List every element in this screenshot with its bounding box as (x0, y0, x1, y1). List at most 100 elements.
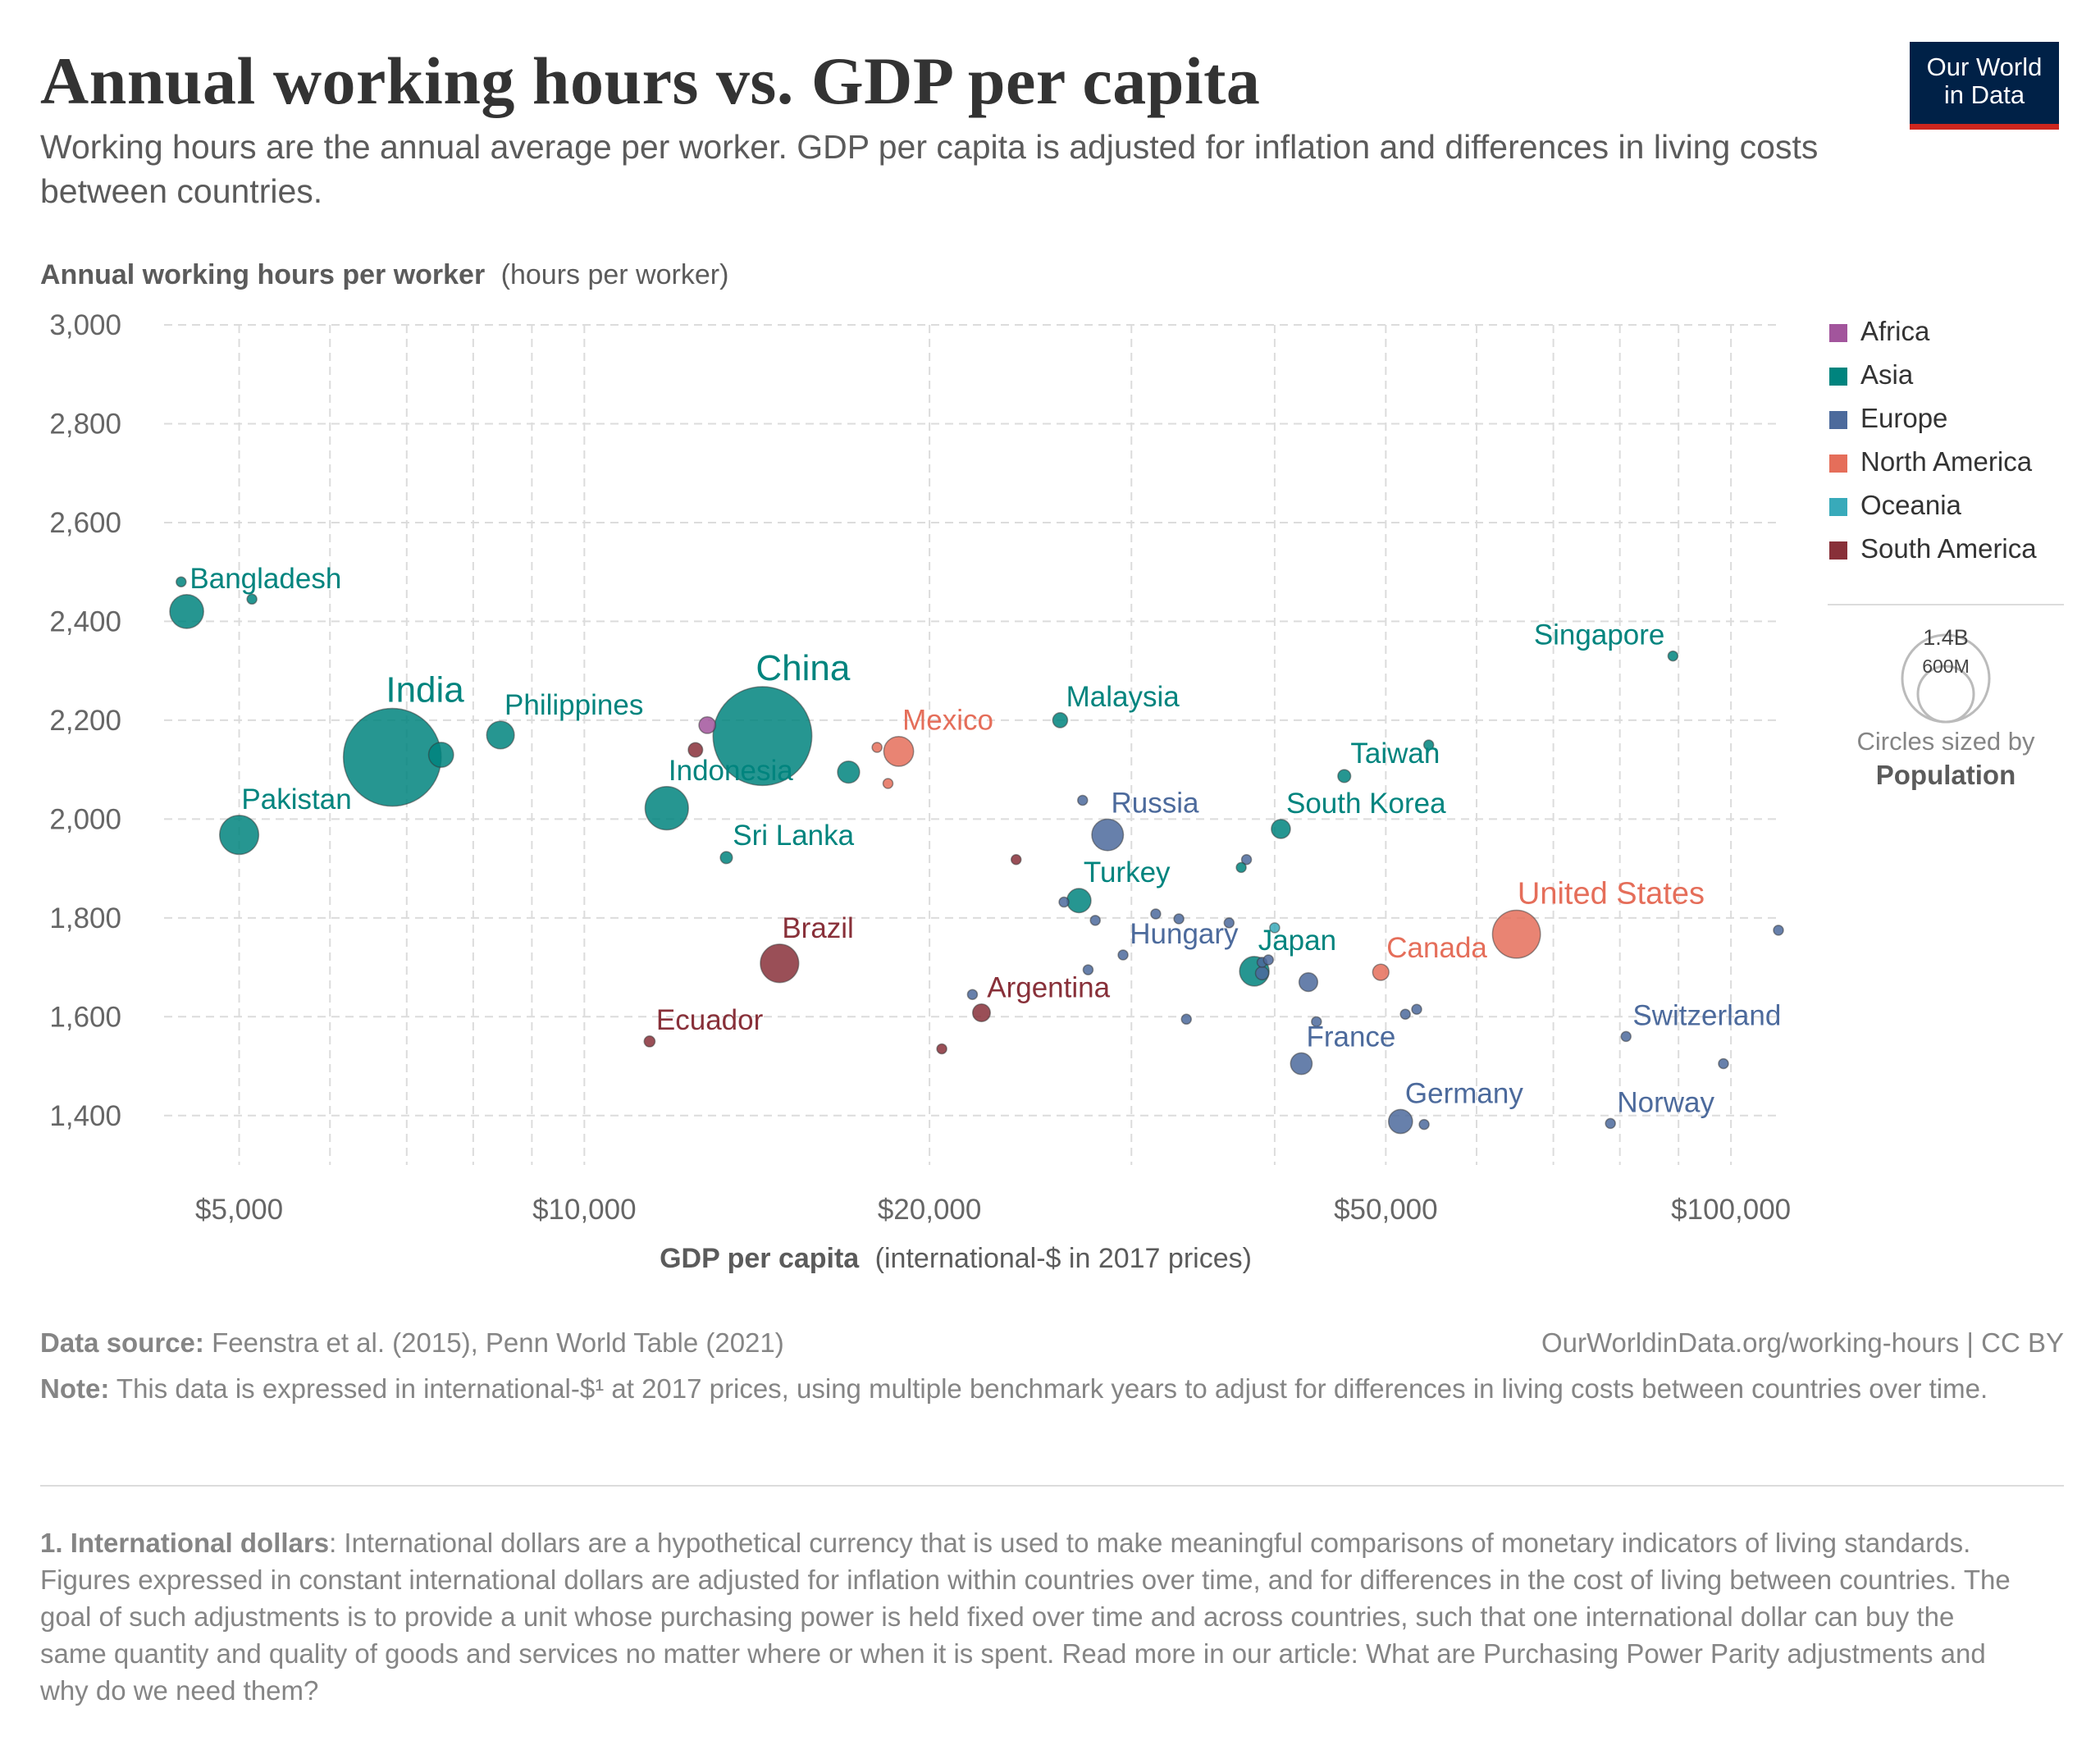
size-legend-caption: Circles sized by (1856, 727, 2035, 756)
data-point (1235, 861, 1247, 874)
point-label: Norway (1617, 1086, 1714, 1118)
point-label: Pakistan (241, 783, 351, 815)
data-point (1052, 712, 1069, 729)
size-legend: 1.4B 600M Circles sized by Population (1828, 604, 2064, 790)
y-axis-label-bold: Annual working hours per worker (40, 259, 485, 290)
data-point (971, 1003, 991, 1022)
point-label: Canada (1386, 932, 1487, 964)
point-label: Japan (1258, 925, 1336, 957)
x-axis-label: GDP per capita (international-$ in 2017 … (660, 1243, 1252, 1274)
footer-divider (40, 1485, 2064, 1487)
data-point (219, 815, 260, 856)
legend-swatch (1829, 368, 1847, 386)
y-tick-label: 1,800 (49, 902, 121, 934)
y-tick-label: 2,800 (49, 408, 121, 440)
data-point (882, 778, 894, 789)
data-point (1180, 1013, 1192, 1026)
y-tick-label: 1,600 (49, 1001, 121, 1033)
point-label: Germany (1405, 1077, 1523, 1109)
data-point (1058, 896, 1070, 908)
data-point (1010, 853, 1022, 866)
y-axis-ticks: 1,400 1,600 1,800 2,000 2,200 2,400 2,600 2,800… (49, 309, 121, 1132)
size-legend-caption-bold: Population (1876, 760, 2016, 790)
scatter-chart: Annual working hours per worker (hours p… (40, 259, 2064, 1274)
data-point (1262, 954, 1275, 966)
x-tick-label: $5,000 (195, 1194, 283, 1226)
y-axis-label: Annual working hours per worker (hours p… (40, 259, 728, 290)
x-axis-ticks: $5,000 $10,000 $20,000 $50,000 $100,000 (195, 1194, 1791, 1226)
legend-swatch (1829, 541, 1847, 560)
data-point (176, 576, 187, 587)
data-point (1298, 972, 1319, 993)
data-point (1620, 1030, 1632, 1043)
point-label: Brazil (782, 912, 854, 944)
data-point (837, 760, 861, 784)
data-point (1387, 1108, 1413, 1135)
data-point (1773, 925, 1784, 936)
y-tick-label: 2,600 (49, 507, 121, 539)
point-label: Malaysia (1066, 681, 1180, 713)
logo-line-1: Our World (1926, 53, 2043, 81)
page-subtitle: Working hours are the annual average per… (40, 128, 1819, 210)
data-source-label: Data source: (40, 1327, 204, 1358)
data-point (644, 786, 689, 831)
point-label: Turkey (1084, 857, 1171, 888)
data-point (1422, 739, 1435, 751)
point-label: South Korea (1286, 788, 1446, 820)
data-point (643, 1035, 656, 1048)
point-label: Ecuador (656, 1004, 764, 1036)
data-point (427, 742, 454, 769)
note-text: This data is expressed in international-… (116, 1373, 1988, 1404)
data-point (719, 851, 733, 865)
size-legend-small-label: 600M (1922, 656, 1970, 677)
data-point (1082, 964, 1094, 975)
data-point (1718, 1058, 1729, 1070)
legend: Africa Asia Europe North America Oceania Sout… (1829, 316, 2037, 564)
data-point (1290, 1052, 1313, 1076)
owid-logo[interactable]: Our World in Data (1910, 42, 2059, 130)
legend-label: North America (1860, 446, 2033, 477)
data-point (169, 594, 204, 629)
data-point (1173, 913, 1185, 925)
data-point (342, 707, 442, 807)
legend-swatch (1829, 324, 1847, 342)
grid-lines (164, 324, 1778, 1165)
data-point (246, 593, 258, 605)
data-point (1269, 922, 1281, 934)
point-label: Switzerland (1632, 999, 1781, 1031)
point-label: Mexico (902, 705, 993, 737)
legend-swatch (1829, 498, 1847, 516)
data-point (687, 742, 704, 758)
data-point (1399, 1008, 1411, 1021)
endnote-text: : International dollars are a hypothetic… (40, 1528, 2011, 1706)
point-label: Bangladesh (189, 563, 341, 595)
x-tick-label: $20,000 (878, 1194, 982, 1226)
x-axis-label-rest: (international-$ in 2017 prices) (875, 1243, 1252, 1274)
data-point (1240, 853, 1253, 866)
data-point (1491, 909, 1541, 959)
point-label: Russia (1111, 787, 1199, 819)
data-point (1150, 908, 1162, 920)
data-point (1254, 966, 1270, 981)
size-legend-circle-small (1916, 665, 1975, 724)
data-point (966, 989, 979, 1000)
data-point (760, 943, 800, 984)
data-point (712, 686, 813, 787)
data-point (1089, 915, 1101, 926)
data-point (1066, 888, 1092, 914)
point-label: Argentina (987, 972, 1110, 1004)
source-url-link[interactable]: OurWorldinData.org/working-hours | CC BY (1541, 1327, 2064, 1358)
data-point (1091, 818, 1125, 852)
legend-swatch (1829, 455, 1847, 473)
data-point (1372, 963, 1390, 981)
point-label: France (1306, 1021, 1395, 1053)
point-label: Philippines (504, 689, 643, 721)
logo-line-2: in Data (1943, 80, 2025, 109)
point-label: India (386, 669, 464, 710)
point-label: Hungary (1130, 918, 1239, 950)
y-tick-label: 3,000 (49, 309, 121, 341)
legend-label: Oceania (1860, 490, 1962, 520)
y-tick-label: 1,400 (49, 1100, 121, 1132)
size-legend-large-label: 1.4B (1923, 625, 1969, 650)
data-point (486, 720, 515, 750)
